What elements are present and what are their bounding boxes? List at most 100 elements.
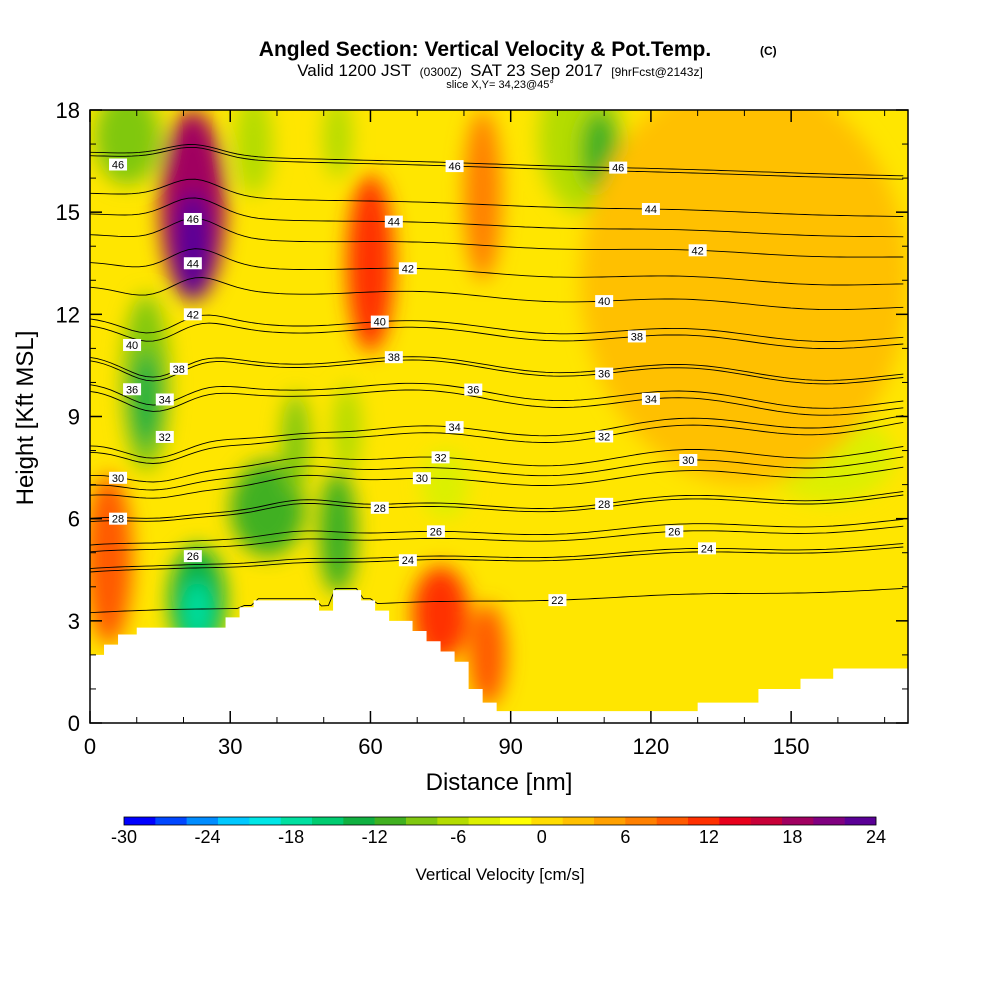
isentrope-label-box <box>398 554 417 567</box>
colorbar-swatch <box>249 817 281 825</box>
isentrope-line <box>90 356 904 381</box>
colorbar-swatch <box>656 817 689 825</box>
isentrope-label-text: 46 <box>112 159 124 171</box>
velocity-cell <box>323 110 352 179</box>
y-tick-label: 12 <box>56 302 80 327</box>
colorbar-tick-label: -30 <box>111 827 137 847</box>
isentrope-label: 34 <box>155 393 174 406</box>
x-tick-label: 120 <box>633 734 670 759</box>
isentrope-label: 32 <box>431 451 450 464</box>
isentrope-label-text: 38 <box>388 352 400 364</box>
isentrope-label: 30 <box>109 471 128 485</box>
isentrope-label-box <box>595 430 614 443</box>
colorbar-swatch <box>625 817 657 825</box>
colorbar-swatch <box>813 817 845 825</box>
isentrope-label-box <box>609 161 628 174</box>
isentrope-label-box <box>665 525 684 538</box>
colorbar-swatch <box>280 817 313 825</box>
isentrope-line <box>90 491 904 519</box>
isentrope-line <box>90 314 904 342</box>
colorbar-swatch <box>782 817 814 825</box>
isentrope-line <box>90 382 904 409</box>
colorbar-tick-label: -18 <box>278 827 304 847</box>
chart-title: Angled Section: Vertical Velocity & Pot.… <box>259 38 711 61</box>
colorbar-frame <box>123 816 877 826</box>
velocity-cell <box>174 191 212 301</box>
velocity-cell <box>347 174 394 352</box>
isentrope-label: 46 <box>183 212 202 226</box>
isentrope-label: 24 <box>398 554 417 567</box>
isentrope-label-text: 44 <box>388 217 400 229</box>
colorbar-tick-label: -24 <box>195 827 221 847</box>
isentrope-label: 44 <box>183 257 202 270</box>
isentrope-label-box <box>595 367 614 380</box>
isentrope-label: 28 <box>370 501 389 515</box>
colorbar-swatch <box>218 817 250 825</box>
isentrope-label: 44 <box>384 215 403 229</box>
isentrope-label: 28 <box>109 512 128 526</box>
velocity-cell <box>333 385 362 475</box>
isentrope-label-text: 40 <box>598 296 610 308</box>
velocity-cell <box>281 392 310 495</box>
colorbar-tick-label: 18 <box>782 827 802 847</box>
isentrope-label: 38 <box>384 351 403 364</box>
velocity-cell <box>132 351 161 448</box>
isentrope-line <box>90 217 904 258</box>
isentrope-label-box <box>641 392 660 405</box>
colorbar-swatch <box>312 817 344 825</box>
isentrope-label-box <box>679 454 698 467</box>
isentrope-label-box <box>123 338 142 351</box>
isentrope-label: 46 <box>109 158 128 171</box>
isentrope-label-text: 26 <box>187 551 199 563</box>
isentrope-label: 36 <box>123 383 142 396</box>
isentrope-label-box <box>123 383 142 396</box>
isentrope-line <box>90 421 904 464</box>
valid-date: SAT 23 Sep 2017 <box>470 61 603 80</box>
isentrope-label-box <box>109 512 128 525</box>
velocity-cell <box>468 603 507 706</box>
isentrope-line <box>90 178 904 217</box>
isentrope-label: 40 <box>595 295 614 308</box>
slice-info: slice X,Y= 34,23@45° <box>446 79 554 91</box>
isentrope-label-box <box>183 212 202 225</box>
isentrope-line <box>90 389 904 416</box>
isentrope-label-box <box>627 330 646 343</box>
isentrope-label-text: 30 <box>416 473 428 485</box>
valid-prefix: Valid 1200 JST <box>297 61 411 80</box>
valid-utc: (0300Z) <box>420 65 462 79</box>
isentrope-label-text: 42 <box>402 263 414 275</box>
isentrope-label-text: 22 <box>551 595 563 607</box>
isentrope-label-text: 40 <box>126 340 138 352</box>
isentrope-label-text: 34 <box>159 394 171 406</box>
isentrope-line <box>90 415 904 459</box>
isentrope-label: 26 <box>426 525 445 538</box>
isentrope-label: 34 <box>641 392 660 406</box>
isentrope-label: 38 <box>169 362 188 376</box>
isentrope-label-text: 36 <box>467 385 479 397</box>
y-tick-label: 15 <box>56 200 80 225</box>
isentrope-label-text: 34 <box>645 394 657 406</box>
isentrope-label-box <box>370 315 389 328</box>
colorbar-tick-label: 0 <box>537 827 547 847</box>
x-axis-label: Distance [nm] <box>426 769 573 796</box>
isentrope-label-text: 36 <box>598 369 610 381</box>
isentrope-line <box>90 466 904 499</box>
colorbar-tick-label: -12 <box>362 827 388 847</box>
isentrope-label: 46 <box>609 161 628 175</box>
isentrope-label-text: 42 <box>692 245 704 257</box>
isentrope-label-box <box>183 257 202 270</box>
y-tick-label: 9 <box>68 405 80 430</box>
isentrope-label-box <box>109 471 128 484</box>
isentrope-label-text: 30 <box>112 473 124 485</box>
colorbar-tick-label: 24 <box>866 827 886 847</box>
isentrope-label: 46 <box>445 160 464 173</box>
isentrope-line <box>90 456 904 491</box>
isentrope-label-text: 32 <box>598 431 610 443</box>
isentrope-label: 24 <box>698 542 717 555</box>
isentrope-label-box <box>155 393 174 406</box>
isentrope-label-box <box>698 542 717 555</box>
isentrope-label-text: 46 <box>612 163 624 175</box>
isentrope-label: 26 <box>665 525 684 538</box>
isentrope-label-text: 28 <box>598 499 610 511</box>
